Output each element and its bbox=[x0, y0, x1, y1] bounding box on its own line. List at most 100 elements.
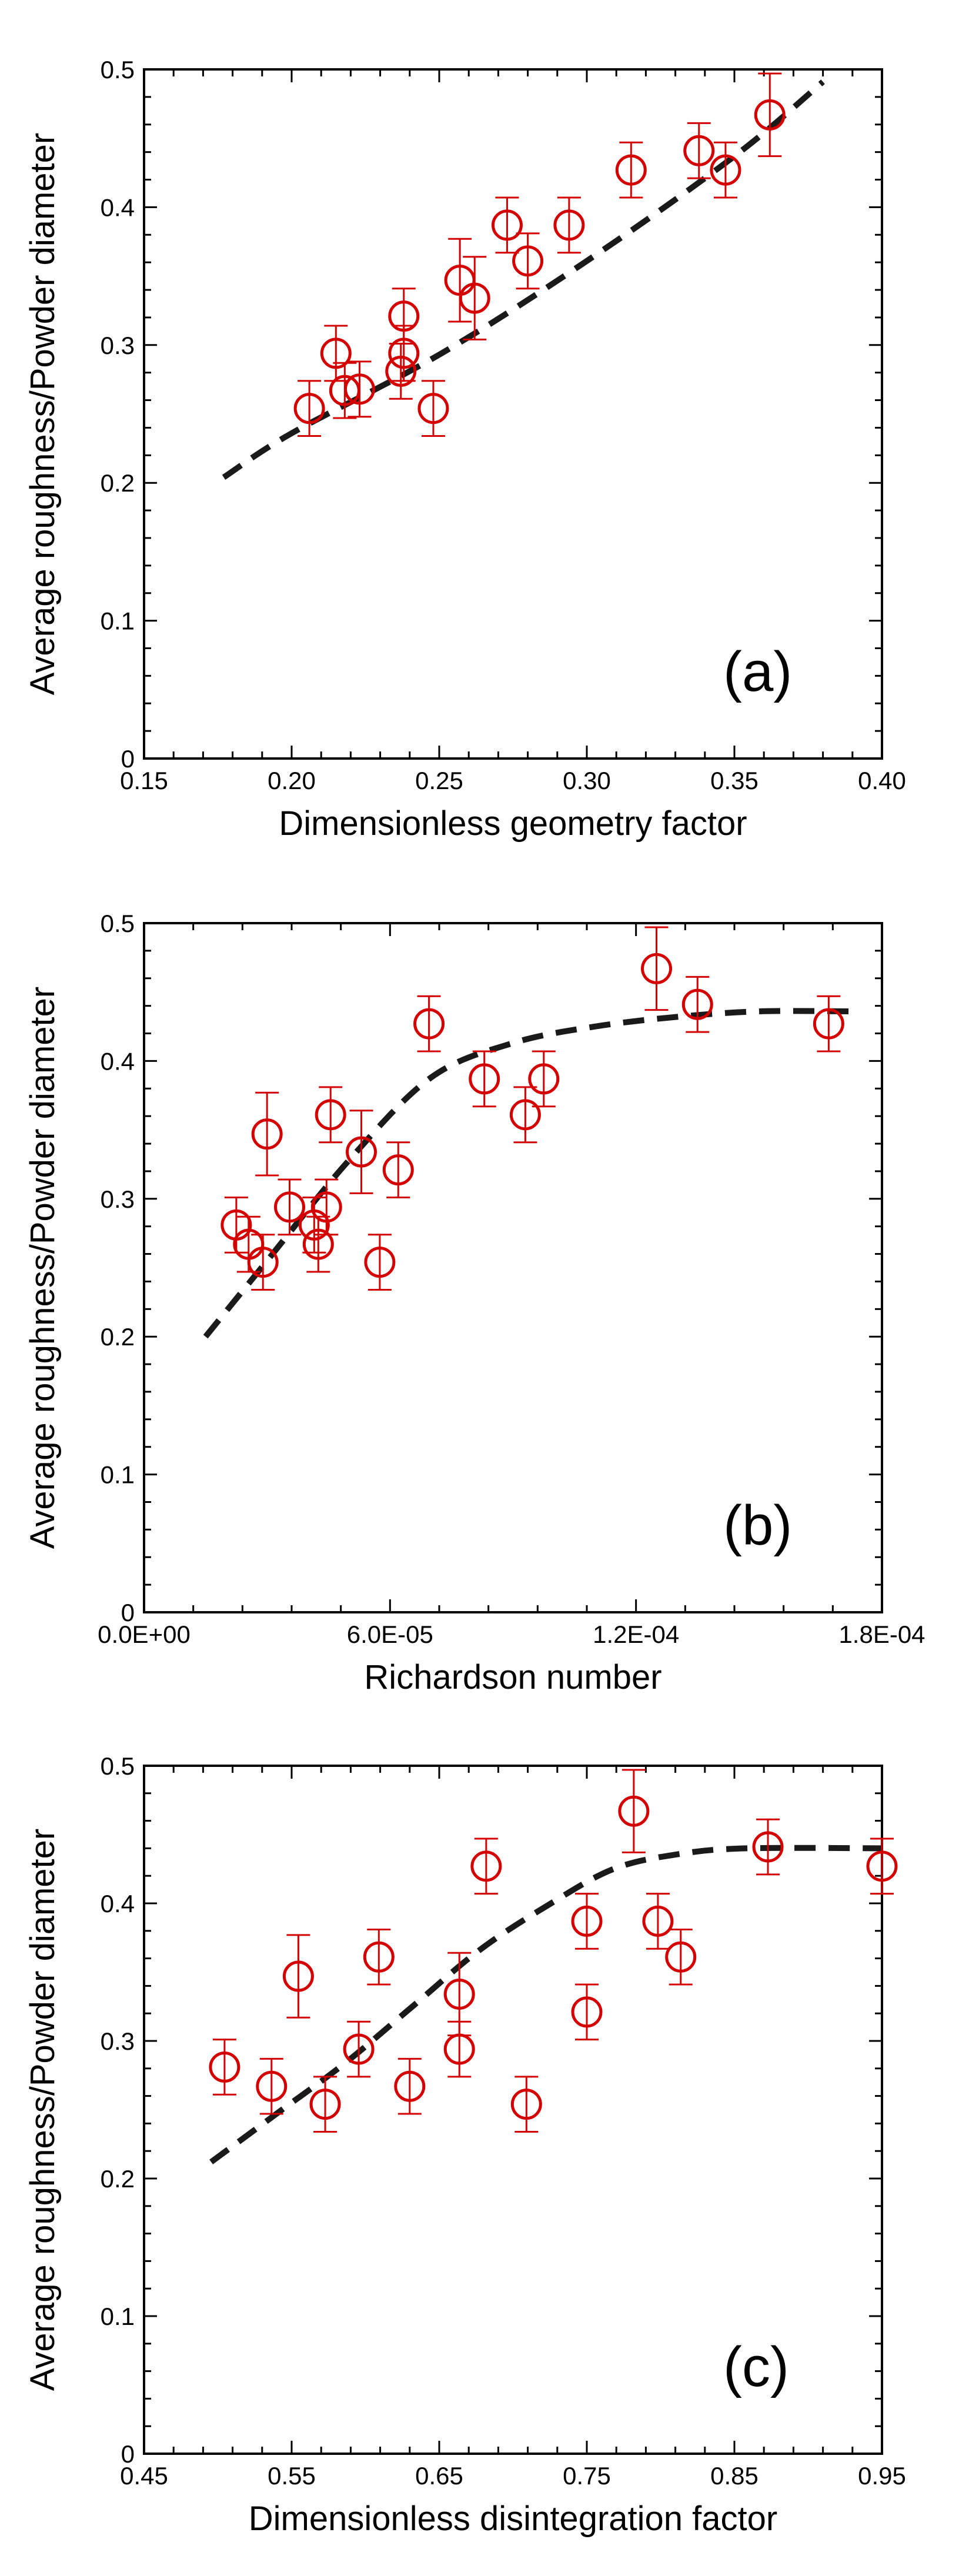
data-marker bbox=[866, 1850, 898, 1882]
y-tick-label: 0.5 bbox=[101, 1752, 135, 1780]
data-point bbox=[681, 975, 713, 1033]
data-marker bbox=[642, 1905, 674, 1937]
data-point bbox=[364, 1234, 396, 1291]
data-marker bbox=[274, 1191, 306, 1223]
y-tick-label: 0.5 bbox=[101, 910, 135, 937]
data-point bbox=[866, 1837, 898, 1895]
y-tick-label: 0.1 bbox=[101, 2303, 135, 2330]
x-tick-label: 0.20 bbox=[268, 767, 316, 794]
x-tick-label: 0.0E+00 bbox=[98, 1621, 191, 1648]
data-point bbox=[443, 1952, 475, 2037]
data-point bbox=[752, 1818, 784, 1876]
data-point bbox=[310, 1178, 342, 1236]
y-tick-label: 0 bbox=[121, 745, 135, 773]
y-tick-label: 0.4 bbox=[101, 1890, 135, 1917]
data-point bbox=[444, 238, 476, 323]
data-marker bbox=[571, 1905, 603, 1937]
data-marker bbox=[364, 1247, 396, 1278]
data-point bbox=[642, 1893, 674, 1950]
x-axis-title: Dimensionless geometry factor bbox=[279, 804, 747, 843]
data-point bbox=[553, 196, 585, 254]
chart-panel: 0.15 0.20 0.25 0.30 0.35 0.40 0 0.1 0.2 0.3 0.4 0.5… bbox=[24, 56, 906, 843]
data-point bbox=[509, 1086, 541, 1144]
data-point bbox=[459, 256, 490, 340]
plot-frame bbox=[143, 68, 883, 760]
x-tick-label: 0.55 bbox=[268, 2462, 316, 2490]
data-point bbox=[394, 2057, 426, 2115]
data-marker bbox=[813, 1008, 844, 1040]
data-point bbox=[346, 1110, 377, 1194]
data-marker bbox=[443, 1978, 475, 2010]
data-marker bbox=[528, 1063, 560, 1095]
data-marker bbox=[388, 300, 420, 332]
y-tick-label: 0.3 bbox=[101, 2027, 135, 2055]
data-point bbox=[251, 1091, 283, 1177]
y-tick-label: 0.5 bbox=[101, 56, 135, 83]
data-point bbox=[247, 1234, 279, 1291]
x-tick-label: 0.25 bbox=[415, 767, 463, 794]
data-marker bbox=[282, 1960, 314, 1992]
y-tick-label: 0 bbox=[121, 1599, 135, 1626]
data-marker bbox=[309, 2089, 341, 2120]
fit-curve bbox=[222, 79, 825, 480]
y-tick-label: 0.3 bbox=[101, 1185, 135, 1213]
data-marker bbox=[302, 1228, 334, 1260]
data-marker bbox=[618, 1795, 650, 1827]
data-marker bbox=[641, 953, 673, 984]
data-point bbox=[491, 196, 523, 254]
data-marker bbox=[209, 2051, 240, 2083]
x-tick-label: 0.85 bbox=[710, 2462, 759, 2490]
data-point bbox=[209, 2039, 240, 2096]
data-point bbox=[320, 325, 352, 382]
panel-label: (c) bbox=[723, 2336, 789, 2398]
data-point bbox=[470, 1837, 502, 1895]
x-axis-title: Dimensionless disintegration factor bbox=[249, 2500, 777, 2538]
data-point bbox=[388, 288, 420, 345]
data-marker bbox=[512, 245, 544, 277]
data-marker bbox=[247, 1247, 279, 1278]
y-tick-label: 0.2 bbox=[101, 1323, 135, 1351]
data-point bbox=[363, 1928, 395, 1986]
y-tick-label: 0 bbox=[121, 2440, 135, 2468]
data-marker bbox=[251, 1118, 283, 1150]
data-point bbox=[683, 122, 715, 179]
data-marker bbox=[417, 393, 449, 425]
y-axis-title: Average roughness/Powder diameter bbox=[24, 987, 62, 1549]
data-point bbox=[274, 1178, 306, 1236]
x-tick-label: 1.8E-04 bbox=[838, 1621, 925, 1648]
data-marker bbox=[491, 209, 523, 241]
fit-curve bbox=[203, 1008, 850, 1339]
data-point bbox=[282, 1934, 314, 2019]
data-point bbox=[571, 1893, 603, 1950]
y-tick-label: 0.4 bbox=[101, 193, 135, 221]
data-point bbox=[615, 141, 647, 199]
data-marker bbox=[752, 1831, 784, 1863]
y-axis-title: Average roughness/Powder diameter bbox=[24, 1829, 62, 2391]
chart-panel: 0.45 0.55 0.65 0.75 0.85 0.95 0 0.1 0.2 0.3 0.4 0.5… bbox=[24, 1752, 906, 2538]
plot-frame bbox=[143, 1765, 883, 2455]
panel-label: (a) bbox=[723, 640, 792, 703]
data-marker bbox=[382, 1154, 414, 1186]
data-point bbox=[417, 380, 449, 437]
y-tick-label: 0.1 bbox=[101, 1461, 135, 1489]
data-marker bbox=[509, 1099, 541, 1131]
x-tick-label: 6.0E-05 bbox=[347, 1621, 433, 1648]
data-point bbox=[512, 232, 544, 290]
x-tick-label: 0.75 bbox=[563, 2462, 611, 2490]
data-marker bbox=[469, 1063, 500, 1095]
data-marker bbox=[510, 2089, 542, 2120]
data-marker bbox=[320, 338, 352, 369]
data-marker bbox=[363, 1941, 395, 1973]
data-marker bbox=[665, 1941, 697, 1973]
data-marker bbox=[571, 1996, 603, 2028]
data-point bbox=[754, 72, 786, 158]
y-axis-title: Average roughness/Powder diameter bbox=[24, 133, 62, 696]
chart-panel: 0.0E+00 6.0E-05 1.2E-04 1.8E-04 0 0.1 0.2 0.3 0.… bbox=[24, 910, 925, 1696]
x-tick-label: 0.35 bbox=[710, 767, 759, 794]
data-point bbox=[510, 2076, 542, 2133]
y-tick-label: 0.1 bbox=[101, 607, 135, 635]
data-marker bbox=[754, 99, 786, 131]
data-marker bbox=[385, 355, 417, 387]
data-marker bbox=[256, 2070, 288, 2102]
x-axis-title: Richardson number bbox=[364, 1658, 661, 1696]
